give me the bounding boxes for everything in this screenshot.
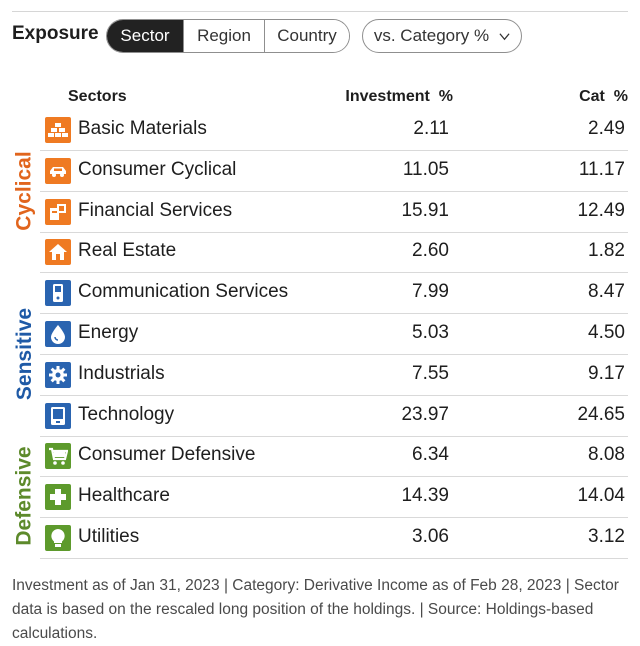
chevron-down-icon — [499, 32, 510, 40]
comparison-dropdown-label: vs. Category % — [373, 26, 490, 45]
exposure-title: Exposure — [12, 23, 99, 44]
sector-name: Basic Materials — [78, 118, 207, 139]
group-label-cyclical: Cyclical — [13, 151, 37, 231]
basic-materials-icon — [45, 117, 71, 143]
category-value: 9.17 — [588, 362, 625, 384]
investment-value: 14.39 — [401, 485, 449, 507]
investment-value: 6.34 — [412, 444, 449, 466]
investment-value: 7.55 — [412, 362, 449, 384]
sector-name: Healthcare — [78, 485, 170, 507]
investment-value: 23.97 — [401, 403, 449, 425]
drop-icon — [45, 321, 71, 347]
category-value: 1.82 — [588, 240, 625, 262]
sector-name: Communication Services — [78, 281, 289, 303]
bulb-icon — [45, 525, 71, 551]
table-row: Real Estate 2.60 1.82 — [40, 232, 628, 274]
cart-icon — [45, 443, 71, 470]
table-row: Energy 5.03 4.50 — [40, 314, 628, 355]
investment-value: 2.11 — [413, 118, 449, 139]
category-value: 8.08 — [588, 444, 625, 466]
footnote: Investment as of Jan 31, 2023 | Category… — [12, 577, 619, 642]
investment-value: 11.05 — [402, 158, 449, 180]
financial-icon — [45, 198, 71, 225]
sector-name: Consumer Defensive — [78, 444, 256, 466]
group-label-sensitive: Sensitive — [13, 307, 36, 401]
category-value: 11.17 — [578, 158, 625, 180]
category-value: 3.12 — [588, 526, 625, 547]
comparison-dropdown[interactable]: vs. Category % — [362, 19, 522, 53]
table-row: Consumer Cyclical 11.05 11.17 — [40, 151, 628, 192]
phone-icon — [45, 280, 71, 307]
investment-value: 3.06 — [412, 526, 449, 547]
category-value: 14.04 — [577, 485, 625, 507]
table-row: Technology 23.97 24.65 — [40, 396, 628, 437]
sector-name: Consumer Cyclical — [78, 158, 237, 180]
investment-value: 2.60 — [412, 240, 449, 262]
table-row: Basic Materials 2.11 2.49 — [40, 110, 628, 151]
device-icon — [45, 402, 71, 429]
investment-value: 7.99 — [412, 281, 449, 303]
tab-sector[interactable]: Sector — [107, 20, 183, 52]
category-value: 8.47 — [588, 281, 625, 303]
top-divider — [12, 11, 628, 12]
table-row: Healthcare 14.39 14.04 — [40, 477, 628, 519]
tab-country[interactable]: Country — [264, 20, 349, 52]
sector-name: Real Estate — [78, 240, 177, 262]
column-header-sector: Sectors — [68, 88, 127, 105]
sector-name: Technology — [78, 403, 175, 425]
category-value: 24.65 — [577, 403, 625, 425]
sector-name: Utilities — [78, 526, 140, 547]
exposure-header: Exposure Sector Region Country vs. Categ… — [12, 19, 632, 53]
tab-region[interactable]: Region — [183, 20, 264, 52]
sector-name: Financial Services — [78, 199, 233, 221]
sector-name: Industrials — [78, 362, 165, 384]
sector-name: Energy — [78, 322, 139, 343]
cross-icon — [45, 484, 71, 511]
category-value: 2.49 — [588, 118, 625, 139]
exposure-tab-group: Sector Region Country — [106, 19, 350, 53]
house-icon — [45, 239, 71, 266]
group-label-defensive: Defensive — [13, 446, 36, 546]
column-header-investment: Investment % — [345, 88, 453, 105]
column-header-category: Cat % — [579, 88, 628, 105]
table-row: Financial Services 15.91 12.49 — [40, 192, 628, 233]
table-row: Utilities 3.06 3.12 — [40, 518, 628, 559]
car-icon — [45, 157, 71, 184]
investment-value: 5.03 — [412, 322, 449, 343]
category-value: 4.50 — [588, 322, 625, 343]
category-value: 12.49 — [577, 199, 625, 221]
table-row: Consumer Defensive 6.34 8.08 — [40, 436, 628, 478]
gear-icon — [45, 361, 71, 388]
table-row: Communication Services 7.99 8.47 — [40, 273, 628, 315]
investment-value: 15.91 — [401, 199, 449, 221]
table-row: Industrials 7.55 9.17 — [40, 355, 628, 396]
